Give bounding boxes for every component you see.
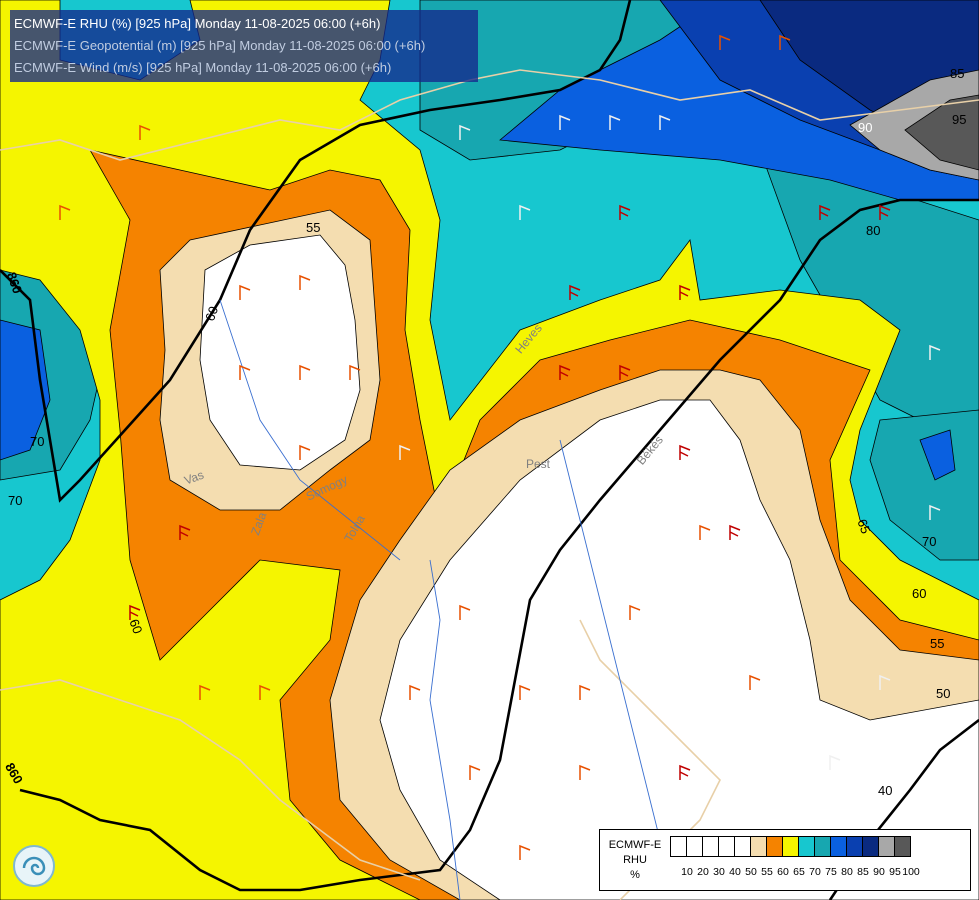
contour-label-80-top-right: 80 [866, 223, 880, 238]
legend-title-line1: ECMWF-E [608, 839, 662, 851]
legend-swatch [862, 836, 879, 857]
legend-tick-label: 10 [681, 866, 693, 878]
header-wind-title: ECMWF-E Wind (m/s) [925 hPa] Monday 11-0… [14, 60, 392, 75]
contour-label-60-right: 60 [912, 586, 926, 601]
legend-tick-label: 85 [857, 866, 869, 878]
contour-label-55-top: 55 [306, 220, 320, 235]
legend-tick-label: 55 [761, 866, 773, 878]
legend-tick-label: 95 [889, 866, 901, 878]
legend-tick-label: 90 [873, 866, 885, 878]
legend-tick-label: 50 [745, 866, 757, 878]
legend-swatch [798, 836, 815, 857]
legend-tick-label: 30 [713, 866, 725, 878]
legend-swatch [750, 836, 767, 857]
legend-tick-label: 60 [777, 866, 789, 878]
rhu-50-area [199, 234, 979, 900]
legend-title-line2: RHU [623, 854, 647, 866]
legend-tick-label: 100 [902, 866, 920, 878]
map-header: ECMWF-E RHU (%) [925 hPa] Monday 11-08-2… [10, 10, 478, 82]
contour-label-95-top-right: 95 [952, 112, 966, 127]
legend-swatch [878, 836, 895, 857]
legend-swatch [846, 836, 863, 857]
legend-tick-label: 75 [825, 866, 837, 878]
header-rhu-title: ECMWF-E RHU (%) [925 hPa] Monday 11-08-2… [14, 16, 381, 31]
contour-label-90-top-right: 90 [858, 120, 872, 135]
legend-swatch [814, 836, 831, 857]
place-label-pest: Pest [526, 457, 551, 471]
legend-tick-label: 80 [841, 866, 853, 878]
legend-swatch [718, 836, 735, 857]
contour-label-70-left: 70 [30, 434, 44, 449]
contour-labels: 55 60 60 70 70 80 85 90 95 65 70 60 55 5… [8, 66, 966, 798]
legend-title: ECMWF-E RHU % [604, 838, 666, 883]
legend-swatch [766, 836, 783, 857]
rivers [219, 299, 661, 900]
wind-barbs-orange [59, 34, 791, 860]
contour-label-70-left2: 70 [8, 493, 22, 508]
place-label-vas: Vas [182, 468, 205, 488]
contour-label-50-right: 50 [936, 686, 950, 701]
legend-tick-label: 40 [729, 866, 741, 878]
contour-label-85-top-right: 85 [950, 66, 964, 81]
legend-swatch [894, 836, 911, 857]
legend-ticks: 10 20 30 40 50 55 60 65 70 75 80 85 90 95 100 [671, 866, 971, 880]
legend-tick-label: 65 [793, 866, 805, 878]
legend-swatch [686, 836, 703, 857]
contour-label-40-bottom-right: 40 [878, 783, 892, 798]
header-geopotential-title: ECMWF-E Geopotential (m) [925 hPa] Monda… [14, 38, 426, 53]
legend-tick-label: 70 [809, 866, 821, 878]
contour-label-60-bottom-left: 60 [126, 617, 145, 636]
contour-label-70-right: 70 [922, 534, 936, 549]
wind-barbs [129, 204, 891, 780]
rhu-legend: ECMWF-E RHU % 10 20 30 40 50 55 60 65 70 75 80 85 90… [599, 829, 971, 891]
legend-swatch [830, 836, 847, 857]
legend-tick-label: 20 [697, 866, 709, 878]
wind-barbs-light [399, 114, 941, 770]
legend-swatch [782, 836, 799, 857]
contour-label-55-right: 55 [930, 636, 944, 651]
legend-swatches [670, 836, 911, 857]
geopotential-label-860-left: 860 [4, 270, 26, 296]
legend-swatch [734, 836, 751, 857]
logo-icon [13, 845, 55, 887]
contour-label-60-left: 60 [202, 304, 221, 323]
legend-swatch [702, 836, 719, 857]
legend-swatch [670, 836, 687, 857]
contour-label-65-right: 65 [854, 517, 873, 536]
legend-title-line3: % [630, 869, 640, 881]
